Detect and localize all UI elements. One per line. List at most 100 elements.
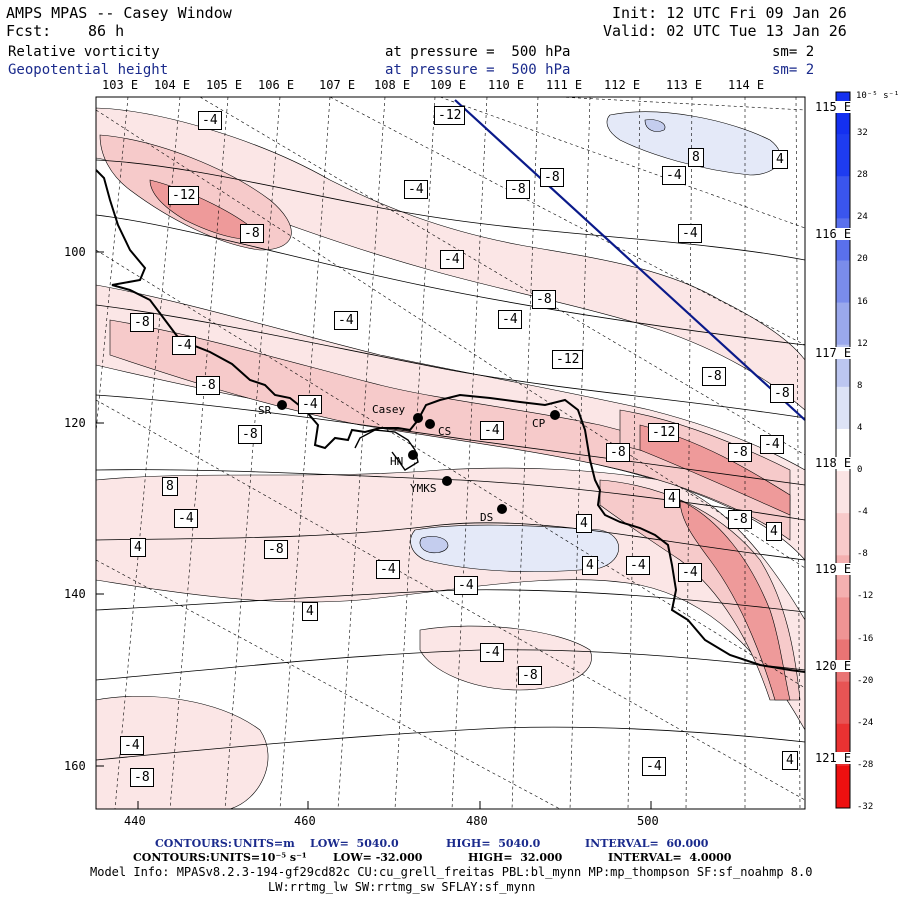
contour-value-label: -4 bbox=[480, 643, 504, 662]
lon-label-right: 119 E bbox=[815, 562, 852, 576]
pos-area-south bbox=[410, 524, 619, 573]
contour-value-label: -8 bbox=[606, 443, 630, 462]
field2-name: Geopotential height bbox=[8, 62, 169, 78]
neg-strong-2 bbox=[639, 424, 791, 516]
colorbar-swatch bbox=[836, 134, 850, 177]
colorbar-tick-label: 24 bbox=[857, 212, 868, 223]
lon-label-top: 108 E bbox=[374, 78, 411, 92]
contours1-high: HIGH= 5040.0 bbox=[446, 837, 541, 850]
trajectory-line bbox=[454, 99, 806, 421]
contour-value-label: 4 bbox=[772, 150, 788, 169]
lon-label-top: 103 E bbox=[102, 78, 139, 92]
station-label-ds: DS bbox=[480, 511, 494, 524]
contour-value-label: 4 bbox=[576, 514, 592, 533]
lon-label-top: 105 E bbox=[206, 78, 243, 92]
station-dot-ymks bbox=[442, 476, 452, 486]
lon-label-top: 109 E bbox=[430, 78, 467, 92]
lon-label-top: 113 E bbox=[666, 78, 703, 92]
colorbar-tick-label: -16 bbox=[857, 633, 874, 644]
colorbar-tick-label: -8 bbox=[857, 549, 868, 560]
colorbar-tick-label: -32 bbox=[857, 802, 874, 812]
contour-value-label: -4 bbox=[760, 435, 784, 454]
station-dot-sr bbox=[277, 400, 287, 410]
neg-core-2 bbox=[109, 319, 791, 541]
contour-value-label: -8 bbox=[240, 224, 264, 243]
valid-time: Valid: 02 UTC Tue 13 Jan 26 bbox=[603, 22, 847, 40]
plot-title: AMPS MPAS -- Casey Window bbox=[6, 4, 232, 22]
contour-value-label: 4 bbox=[782, 751, 798, 770]
neg-strong-3 bbox=[679, 499, 791, 701]
colorbar-tick-label: -24 bbox=[857, 717, 874, 728]
colorbar-swatch bbox=[836, 681, 850, 725]
x-tick-label: 440 bbox=[124, 814, 146, 828]
lon-label-right: 117 E bbox=[815, 346, 852, 360]
y-tick-label: 160 bbox=[64, 759, 86, 773]
colorbar-tick-label: 12 bbox=[857, 338, 868, 349]
coastline bbox=[96, 169, 805, 673]
contour-value-label: -8 bbox=[702, 367, 726, 386]
axis-ticks bbox=[96, 251, 652, 809]
model-info-line2: LW:rrtmg_lw SW:rrtmg_sw SFLAY:sf_mynn bbox=[268, 880, 536, 894]
contour-value-label: -4 bbox=[120, 736, 144, 755]
lon-label-right: 118 E bbox=[815, 456, 852, 470]
contour-value-label: -12 bbox=[648, 423, 680, 442]
lon-label-top: 114 E bbox=[728, 78, 765, 92]
x-tick-label: 460 bbox=[294, 814, 316, 828]
contour-value-label: -4 bbox=[298, 395, 322, 414]
contours2-interval: INTERVAL= 4.0000 bbox=[608, 851, 732, 864]
station-label-ymks: YMKS bbox=[410, 482, 437, 495]
height-contours bbox=[96, 159, 805, 761]
colorbar-tick-label: 4 bbox=[857, 422, 863, 433]
contour-value-label: -4 bbox=[480, 421, 504, 440]
station-label-sr: SR bbox=[258, 404, 272, 417]
shaded-vorticity-field bbox=[96, 107, 805, 809]
contour-value-label: -8 bbox=[532, 290, 556, 309]
contour-value-label: -8 bbox=[728, 510, 752, 529]
colorbar-unit: 10⁻⁵ s⁻¹ bbox=[856, 91, 900, 101]
lon-label-right: 116 E bbox=[815, 227, 852, 241]
station-label-casey: Casey bbox=[372, 403, 406, 416]
lon-label-top: 107 E bbox=[319, 78, 356, 92]
contour-value-label: -8 bbox=[264, 540, 288, 559]
contour-value-label: -4 bbox=[498, 310, 522, 329]
map-frame bbox=[95, 96, 806, 810]
contour-value-label: -12 bbox=[552, 350, 584, 369]
field1-name: Relative vorticity bbox=[8, 44, 160, 60]
forecast-hour: 86 h bbox=[88, 22, 125, 40]
contour-value-label: -4 bbox=[172, 336, 196, 355]
forecast-label: Fcst: bbox=[6, 22, 52, 40]
contours1-low: LOW= 5040.0 bbox=[310, 837, 399, 850]
neg-band-south bbox=[96, 467, 805, 731]
station-label-cs: CS bbox=[438, 425, 452, 438]
contour-value-label: -8 bbox=[238, 425, 262, 444]
contour-value-label: -8 bbox=[728, 443, 752, 462]
contours2-label: CONTOURS: bbox=[133, 851, 210, 864]
contour-value-label: -8 bbox=[540, 168, 564, 187]
y-tick-label: 100 bbox=[64, 245, 86, 259]
colorbar-swatch bbox=[836, 513, 850, 556]
colorbar-tick-label: 20 bbox=[857, 254, 868, 265]
lon-label-top: 106 E bbox=[258, 78, 295, 92]
lon-label-right: 121 E bbox=[815, 751, 852, 765]
lon-label-right: 115 E bbox=[815, 100, 852, 114]
lon-label-right: 120 E bbox=[815, 659, 852, 673]
contour-value-label: 4 bbox=[302, 602, 318, 621]
colorbar-tick-label: -28 bbox=[857, 759, 874, 770]
colorbar-swatch bbox=[836, 176, 850, 219]
colorbar-swatch bbox=[836, 765, 850, 809]
contour-value-label: 4 bbox=[766, 522, 782, 541]
contour-value-label: -12 bbox=[168, 186, 200, 205]
colorbar-tick-label: -12 bbox=[857, 591, 874, 602]
contour-value-label: -4 bbox=[440, 250, 464, 269]
contour-value-label: -4 bbox=[626, 556, 650, 575]
neg-core-3 bbox=[599, 479, 801, 701]
contour-value-label: -4 bbox=[678, 224, 702, 243]
colorbar-swatch bbox=[836, 471, 850, 514]
lon-label-top: 104 E bbox=[154, 78, 191, 92]
pos-core-northeast bbox=[644, 119, 666, 132]
x-tick-label: 480 bbox=[466, 814, 488, 828]
field1-smoothing: sm= 2 bbox=[772, 44, 815, 60]
contour-value-label: -8 bbox=[518, 666, 542, 685]
contour-value-label: 8 bbox=[688, 148, 704, 167]
station-dot-ds bbox=[497, 504, 507, 514]
